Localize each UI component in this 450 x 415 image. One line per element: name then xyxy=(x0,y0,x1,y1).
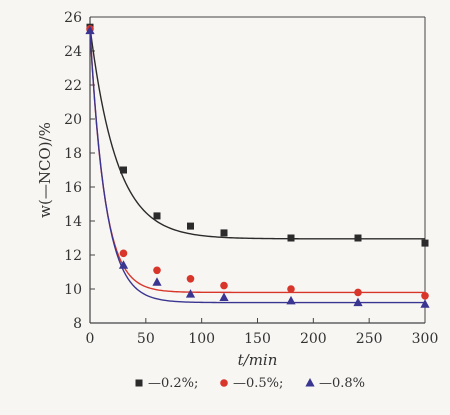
data-point xyxy=(118,260,129,269)
y-tick-label: 24 xyxy=(64,44,82,60)
data-point xyxy=(186,275,195,283)
legend-marker xyxy=(220,379,228,387)
data-points xyxy=(85,23,430,308)
data-point xyxy=(153,212,161,220)
legend: —0.2%; —0.5%; —0.8% xyxy=(135,376,365,391)
data-point xyxy=(286,295,296,305)
data-point xyxy=(120,166,127,174)
y-tick-label: 26 xyxy=(64,10,82,26)
y-tick-label: 20 xyxy=(64,112,82,128)
data-point xyxy=(220,281,228,290)
legend-label: —0.8% xyxy=(319,376,365,391)
axes xyxy=(89,16,426,324)
data-point xyxy=(420,299,430,308)
x-tick-label: 150 xyxy=(244,331,271,347)
y-axis-title: w(—NCO)/% xyxy=(36,122,54,218)
data-point xyxy=(152,277,162,286)
y-tick-label: 22 xyxy=(64,78,82,94)
y-tick-label: 14 xyxy=(64,214,82,230)
data-point xyxy=(353,297,363,307)
y-tick-label: 12 xyxy=(64,248,82,264)
y-tick-label: 18 xyxy=(64,146,82,162)
legend-label: —0.5%; xyxy=(233,376,283,391)
data-point xyxy=(119,249,128,258)
fit-curves xyxy=(89,27,425,304)
legend-label: —0.2%; xyxy=(148,376,198,391)
x-tick-label: 50 xyxy=(137,331,155,347)
y-tick-label: 10 xyxy=(64,282,82,298)
y-tick-label: 16 xyxy=(64,180,82,196)
x-tick-label: 200 xyxy=(300,331,327,347)
legend-marker xyxy=(135,379,143,387)
fit-curve xyxy=(89,28,425,294)
data-point xyxy=(220,229,228,237)
fit-curve xyxy=(89,30,425,304)
data-point xyxy=(153,266,161,275)
x-tick-label: 300 xyxy=(412,331,439,347)
x-tick-label: 250 xyxy=(356,331,383,347)
data-point xyxy=(185,289,196,298)
data-point xyxy=(421,292,429,300)
data-point xyxy=(187,222,194,230)
legend-marker xyxy=(305,378,315,387)
data-point xyxy=(354,288,362,297)
data-point xyxy=(421,239,429,247)
data-point xyxy=(354,234,362,242)
x-tick-label: 100 xyxy=(188,331,215,347)
fit-curve xyxy=(89,27,425,240)
data-point xyxy=(287,234,295,242)
x-tick-label: 0 xyxy=(86,331,95,347)
x-axis-title: t/min xyxy=(238,351,278,369)
y-tick-label: 8 xyxy=(73,316,82,332)
data-point xyxy=(219,292,229,301)
data-point xyxy=(85,25,95,35)
axis-labels: 8 10 12 14 16 18 20 22 24 26 0 50 100 150 200 250 300 t/m… xyxy=(36,10,438,369)
data-point xyxy=(287,285,295,293)
